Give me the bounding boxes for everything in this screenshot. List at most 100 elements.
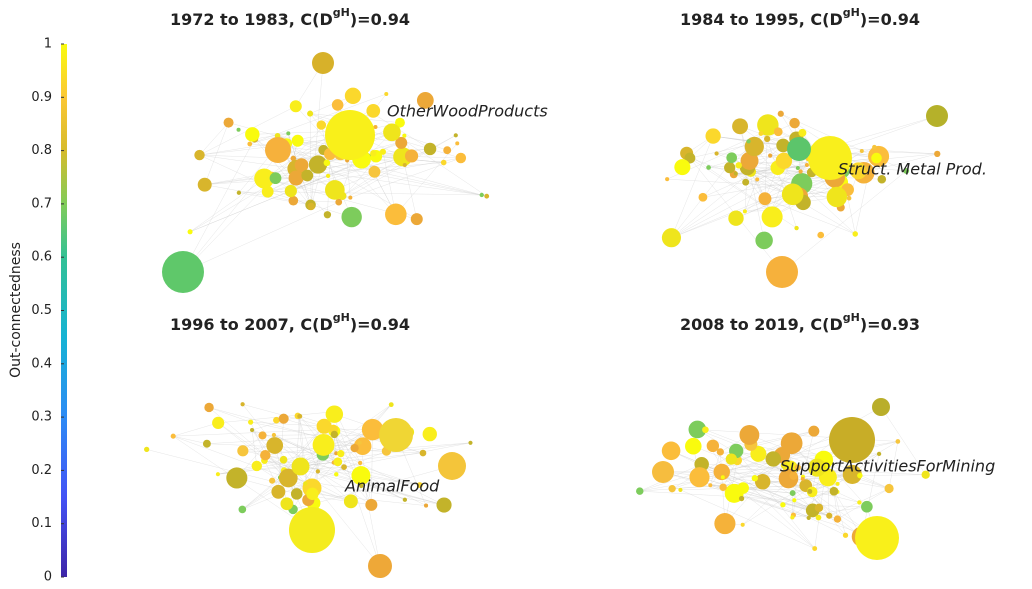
edge: [264, 460, 420, 486]
node: [850, 162, 867, 180]
node: [742, 209, 747, 214]
node: [755, 231, 773, 250]
edge: [391, 132, 487, 197]
node: [197, 177, 212, 192]
node: [237, 445, 249, 457]
colorbar-label: Out-connectedness: [8, 242, 24, 378]
node: [895, 439, 901, 444]
node: [750, 445, 767, 462]
edge: [671, 198, 766, 238]
node: [872, 398, 890, 416]
node: [307, 110, 314, 117]
node: [212, 416, 225, 429]
node: [871, 152, 882, 164]
colorbar-tick-label: 0.9: [31, 90, 52, 105]
node: [826, 186, 848, 208]
node: [720, 475, 725, 480]
node: [236, 190, 242, 195]
node: [807, 488, 813, 494]
node: [278, 468, 298, 488]
node: [395, 117, 405, 128]
node: [301, 169, 314, 182]
edge: [792, 506, 867, 518]
node: [359, 483, 364, 489]
node: [903, 167, 910, 174]
colorbar-tick-label: 0.8: [31, 143, 52, 158]
node: [236, 127, 241, 132]
node: [261, 185, 274, 198]
node: [379, 418, 413, 452]
node: [254, 168, 275, 189]
edge: [250, 421, 325, 427]
edge: [764, 198, 856, 235]
edge: [880, 406, 926, 475]
node: [269, 477, 276, 484]
node: [846, 195, 852, 201]
node: [714, 151, 719, 156]
node: [823, 459, 830, 466]
node: [758, 192, 772, 206]
node: [162, 251, 204, 293]
panel-title-superscript: gH: [333, 6, 350, 19]
node: [453, 133, 458, 138]
node: [872, 144, 877, 150]
edge: [888, 441, 899, 489]
edge: [826, 462, 868, 507]
node: [325, 110, 375, 160]
node: [777, 110, 784, 117]
node: [341, 464, 347, 470]
edge: [702, 160, 785, 198]
node: [817, 231, 825, 239]
node: [284, 184, 297, 198]
colorbar-tick-label: 0.5: [31, 303, 52, 318]
edge: [173, 422, 219, 437]
edge: [686, 153, 772, 211]
node: [202, 439, 211, 448]
node: [826, 512, 833, 519]
node: [732, 118, 749, 135]
node: [269, 172, 282, 185]
node: [280, 497, 294, 511]
edge: [671, 167, 778, 238]
node: [312, 52, 334, 74]
node: [479, 192, 484, 198]
node: [271, 484, 286, 499]
colorbar-tick-label: 0: [44, 570, 52, 585]
node: [852, 231, 858, 237]
colorbar-tick-label: 0.6: [31, 250, 52, 265]
node: [258, 431, 267, 440]
nodes: [144, 52, 948, 578]
node: [288, 170, 304, 186]
node: [861, 500, 873, 513]
edge: [293, 200, 339, 203]
node: [303, 481, 308, 486]
node: [366, 104, 381, 118]
node: [746, 139, 751, 144]
colorbar-tick-label: 0.3: [31, 410, 52, 425]
node: [416, 482, 423, 489]
node: [739, 424, 760, 445]
node: [436, 497, 452, 513]
colorbar-tick-label: 0.2: [31, 463, 52, 478]
colorbar-tick-label: 1: [44, 37, 52, 52]
edge: [217, 452, 424, 475]
node: [781, 183, 804, 206]
node: [859, 148, 864, 153]
panel-title-text: 1984 to 1995, C(D: [680, 10, 843, 29]
node: [884, 483, 894, 494]
node: [240, 402, 245, 407]
node: [484, 193, 490, 199]
edge: [189, 158, 294, 233]
node: [385, 203, 407, 226]
node: [265, 137, 291, 163]
node: [308, 155, 328, 174]
node: [716, 448, 724, 456]
node: [833, 515, 842, 523]
node: [808, 136, 852, 180]
node: [812, 546, 818, 551]
node: [373, 125, 378, 130]
node: [857, 500, 862, 505]
node: [289, 507, 335, 553]
node: [733, 171, 738, 176]
edge: [782, 504, 867, 507]
